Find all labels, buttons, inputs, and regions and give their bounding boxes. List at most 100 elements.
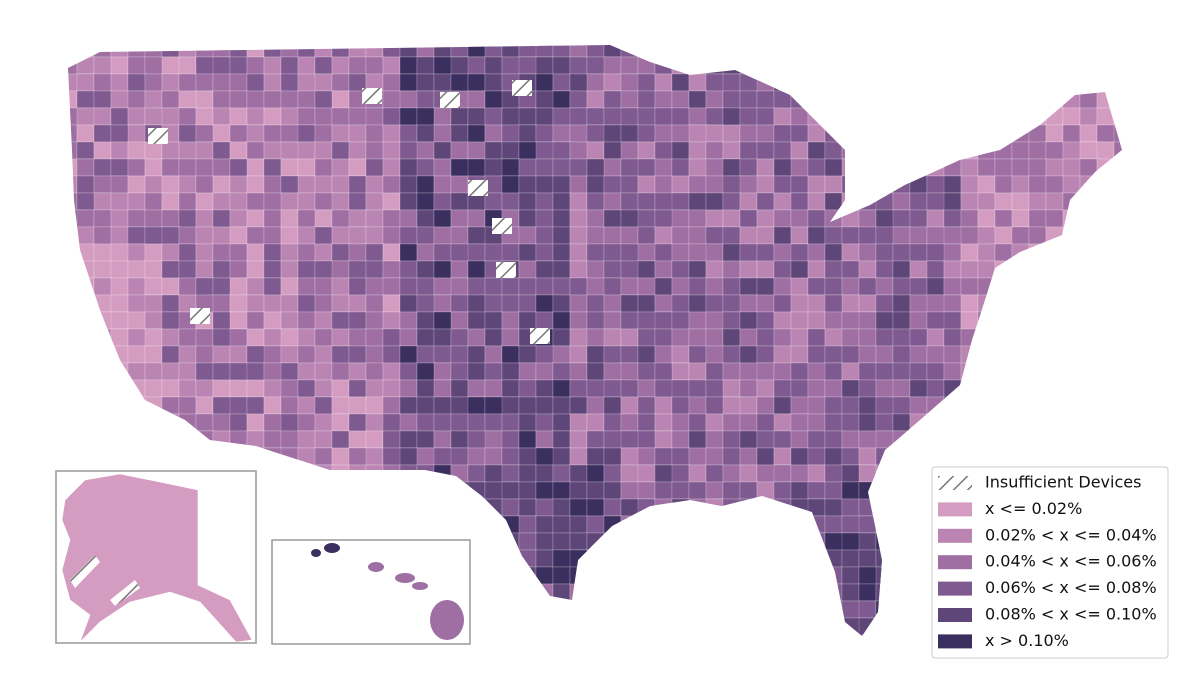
- county: [654, 45, 673, 58]
- county: [1028, 124, 1047, 143]
- county: [705, 124, 724, 143]
- county: [569, 600, 588, 619]
- county: [705, 413, 724, 432]
- county: [110, 617, 129, 636]
- county: [1045, 328, 1064, 347]
- county: [671, 634, 690, 636]
- legend-swatch: [938, 581, 972, 596]
- county: [654, 158, 673, 177]
- county: [790, 600, 809, 619]
- county: [314, 583, 333, 602]
- county: [977, 226, 996, 245]
- county: [68, 56, 78, 75]
- county: [1096, 362, 1115, 381]
- county: [807, 515, 826, 534]
- county: [586, 345, 605, 364]
- county: [909, 56, 928, 75]
- county: [671, 45, 690, 58]
- county: [161, 345, 180, 364]
- county: [467, 277, 486, 296]
- county: [807, 226, 826, 245]
- county: [280, 464, 299, 483]
- county: [212, 158, 231, 177]
- county: [68, 430, 78, 449]
- county: [331, 45, 350, 58]
- county: [824, 617, 843, 636]
- county: [382, 141, 401, 160]
- county: [161, 413, 180, 432]
- county: [467, 362, 486, 381]
- county: [450, 124, 469, 143]
- county: [960, 447, 979, 466]
- county: [280, 73, 299, 92]
- county: [824, 56, 843, 75]
- county: [76, 260, 95, 279]
- county: [331, 107, 350, 126]
- county: [569, 192, 588, 211]
- county: [841, 277, 860, 296]
- county: [1011, 158, 1030, 177]
- county: [382, 583, 401, 602]
- county: [586, 107, 605, 126]
- county: [501, 617, 520, 636]
- county: [1011, 345, 1030, 364]
- county: [246, 90, 265, 109]
- county: [127, 209, 146, 228]
- county: [620, 362, 639, 381]
- county: [977, 413, 1013, 432]
- county: [280, 447, 299, 466]
- county: [382, 464, 401, 483]
- county: [280, 277, 299, 296]
- county: [1096, 107, 1122, 126]
- county: [110, 294, 129, 313]
- county: [671, 583, 690, 602]
- county: [535, 209, 554, 228]
- county: [722, 45, 741, 58]
- county: [739, 464, 758, 483]
- county: [314, 73, 333, 92]
- county: [637, 226, 656, 245]
- county: [586, 362, 605, 381]
- county: [110, 175, 129, 194]
- legend-swatch: [938, 502, 972, 517]
- county: [127, 345, 146, 364]
- county: [1028, 107, 1047, 126]
- county: [773, 311, 792, 330]
- county: [892, 379, 911, 398]
- county: [909, 175, 928, 194]
- county: [773, 379, 792, 398]
- county: [501, 549, 520, 568]
- county: [722, 56, 758, 75]
- county: [348, 124, 367, 143]
- county: [76, 209, 95, 228]
- county: [263, 277, 282, 296]
- county: [603, 583, 639, 602]
- county: [161, 617, 180, 636]
- county: [433, 413, 452, 432]
- county: [552, 634, 571, 636]
- county: [722, 90, 741, 109]
- county: [467, 311, 486, 330]
- county: [212, 379, 231, 398]
- county: [501, 345, 520, 364]
- county: [1062, 73, 1098, 92]
- county: [433, 362, 452, 381]
- county: [875, 328, 894, 347]
- county: [246, 175, 265, 194]
- insufficient-area: [492, 218, 512, 234]
- county: [280, 379, 299, 398]
- county: [348, 277, 367, 296]
- county: [433, 192, 452, 211]
- county: [943, 124, 962, 143]
- county: [807, 617, 826, 636]
- county: [1096, 430, 1122, 449]
- county: [212, 362, 231, 381]
- county: [603, 396, 622, 415]
- county: [76, 141, 95, 160]
- county: [501, 413, 520, 432]
- county: [450, 345, 469, 364]
- county: [841, 583, 860, 602]
- county: [1045, 447, 1064, 466]
- county: [467, 107, 486, 126]
- county: [212, 566, 248, 585]
